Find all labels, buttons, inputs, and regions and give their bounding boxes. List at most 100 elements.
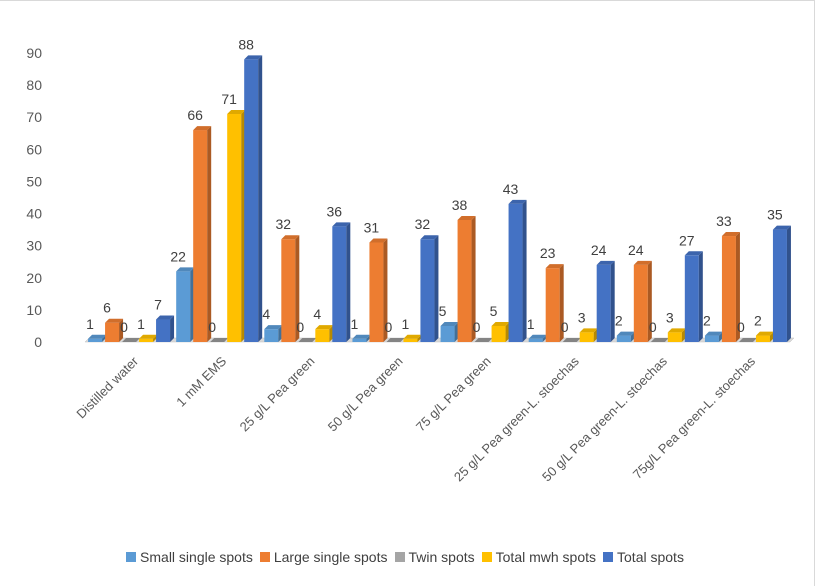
bar: [738, 338, 757, 342]
bar: [315, 325, 334, 342]
bar: [176, 267, 195, 342]
data-label: 36: [327, 203, 343, 219]
data-label: 38: [452, 197, 468, 213]
legend-label: Twin spots: [408, 549, 475, 565]
data-label: 0: [385, 319, 393, 335]
y-tick-label: 0: [34, 334, 42, 350]
bar: [105, 318, 124, 342]
data-label: 2: [703, 313, 711, 329]
bar: [210, 338, 229, 342]
data-label: 7: [154, 297, 162, 313]
bar: [684, 251, 703, 342]
data-label: 23: [540, 245, 556, 261]
bar: [616, 331, 635, 342]
y-tick-label: 20: [26, 270, 42, 286]
legend-item: Large single spots: [259, 549, 388, 565]
data-label: 4: [262, 306, 270, 322]
data-label: 0: [737, 319, 745, 335]
data-label: 27: [679, 232, 695, 248]
data-label: 2: [615, 313, 623, 329]
data-label: 0: [296, 319, 304, 335]
data-label: 66: [187, 107, 203, 123]
bar: [264, 325, 283, 342]
bar: [545, 264, 564, 342]
data-label: 1: [86, 316, 94, 332]
data-label: 1: [137, 316, 145, 332]
x-tick-label: 25 g/L Pea green: [237, 354, 318, 435]
bar: [156, 315, 175, 342]
data-label: 33: [716, 213, 732, 229]
y-tick-label: 30: [26, 238, 42, 254]
legend-swatch: [126, 552, 137, 562]
bar: [667, 328, 686, 342]
bar: [755, 331, 774, 342]
bar: [596, 260, 615, 342]
x-tick-label: 1 mM EMS: [173, 353, 229, 409]
bar: [420, 235, 439, 342]
bar: [193, 126, 212, 342]
legend: Small single spots Large single spots Twin…: [0, 549, 817, 565]
bar: [474, 338, 493, 342]
bar: [369, 238, 388, 342]
legend-label: Total spots: [617, 549, 684, 565]
x-tick-label: 50 g/L Pea green: [325, 354, 406, 435]
data-label: 35: [767, 207, 783, 223]
data-label: 24: [628, 242, 644, 258]
data-label: 71: [221, 91, 237, 107]
data-label: 31: [364, 219, 380, 235]
data-label: 32: [415, 216, 431, 232]
data-label: 0: [208, 319, 216, 335]
bar: [704, 331, 723, 342]
x-tick-label: 75 g/L Pea green: [413, 354, 494, 435]
legend-swatch: [603, 552, 614, 562]
data-label: 88: [238, 36, 254, 52]
data-label: 24: [591, 242, 607, 258]
data-label: 6: [103, 300, 111, 316]
data-label: 32: [276, 216, 292, 232]
legend-label: Total mwh spots: [495, 549, 597, 565]
y-tick-label: 80: [26, 77, 42, 93]
bar: [281, 235, 300, 342]
bar: [772, 225, 791, 342]
y-tick-label: 40: [26, 206, 42, 222]
legend-item: Total mwh spots: [481, 549, 597, 565]
bar: [244, 55, 263, 343]
bar: [122, 338, 141, 342]
x-tick-label: Distilled water: [73, 353, 141, 421]
data-label: 5: [439, 303, 447, 319]
bar: [298, 338, 317, 342]
legend-swatch: [481, 552, 492, 562]
bar: [440, 321, 459, 342]
bar: [227, 110, 246, 342]
y-tick-label: 70: [26, 109, 42, 125]
bar: [650, 338, 669, 342]
data-label: 2: [754, 313, 762, 329]
bar: [633, 260, 652, 342]
data-label: 4: [313, 306, 321, 322]
legend-swatch: [394, 552, 405, 562]
legend-item: Total spots: [603, 549, 684, 565]
data-label: 0: [649, 319, 657, 335]
data-label: 0: [473, 319, 481, 335]
legend-label: Large single spots: [273, 549, 388, 565]
y-tick-label: 10: [26, 302, 42, 318]
legend-item: Small single spots: [126, 549, 253, 565]
data-label: 0: [120, 319, 128, 335]
legend-label: Small single spots: [140, 549, 253, 565]
y-tick-label: 60: [26, 141, 42, 157]
bar: [332, 222, 351, 342]
data-label: 1: [402, 316, 410, 332]
legend-swatch: [259, 552, 270, 562]
data-label: 0: [561, 319, 569, 335]
bar: [579, 328, 598, 342]
bar: [562, 338, 581, 342]
bar: [491, 321, 510, 342]
bar: [386, 338, 405, 342]
bar: [721, 232, 740, 342]
y-tick-label: 90: [26, 45, 42, 61]
bar: [508, 199, 527, 342]
data-label: 5: [490, 303, 498, 319]
data-label: 22: [170, 248, 186, 264]
